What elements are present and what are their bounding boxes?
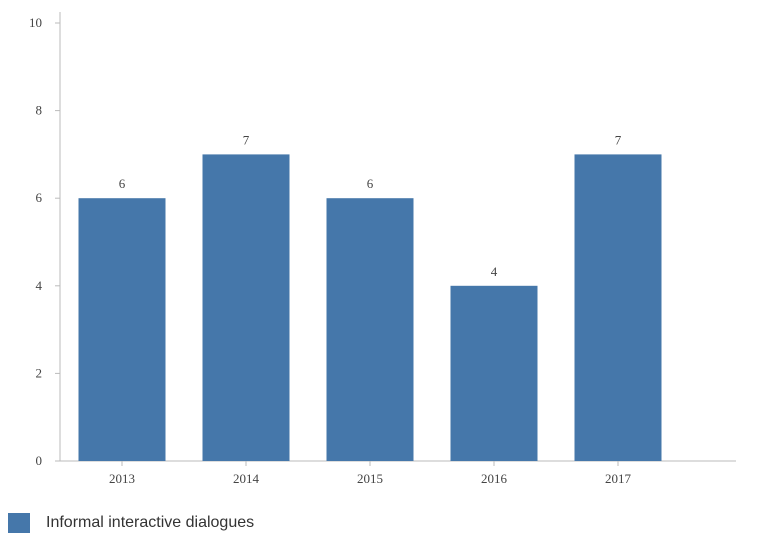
data-label: 4 [491, 264, 498, 279]
legend-swatch [8, 513, 30, 533]
data-labels: 6 7 6 4 7 [119, 132, 622, 278]
x-tick-label: 2017 [605, 471, 632, 486]
y-tick-label: 2 [36, 365, 43, 380]
x-axis: 2013 2014 2015 2016 2017 [60, 460, 736, 486]
x-tick-label: 2013 [109, 471, 135, 486]
legend-label: Informal interactive dialogues [46, 514, 255, 531]
x-tick-label: 2016 [481, 471, 508, 486]
bar-chart: 0 2 4 6 8 10 2013 2014 2015 2016 2017 6 7 6 4 7 [29, 12, 736, 486]
data-label: 7 [615, 132, 622, 147]
bar[interactable] [202, 154, 290, 461]
y-tick-label: 0 [36, 453, 43, 468]
legend[interactable]: Informal interactive dialogues [8, 512, 254, 534]
bar[interactable] [78, 198, 166, 461]
data-label: 6 [367, 176, 374, 191]
x-tick-label: 2015 [357, 471, 383, 486]
data-label: 6 [119, 176, 126, 191]
y-tick-label: 6 [36, 190, 43, 205]
y-tick-label: 8 [36, 103, 43, 118]
bar-series [78, 154, 662, 461]
data-label: 7 [243, 132, 250, 147]
bar[interactable] [326, 198, 414, 461]
bar[interactable] [450, 285, 538, 461]
y-tick-label: 4 [36, 278, 43, 293]
y-tick-label: 10 [29, 15, 42, 30]
x-tick-label: 2014 [233, 471, 260, 486]
bar[interactable] [574, 154, 662, 461]
y-axis: 0 2 4 6 8 10 [29, 12, 61, 468]
